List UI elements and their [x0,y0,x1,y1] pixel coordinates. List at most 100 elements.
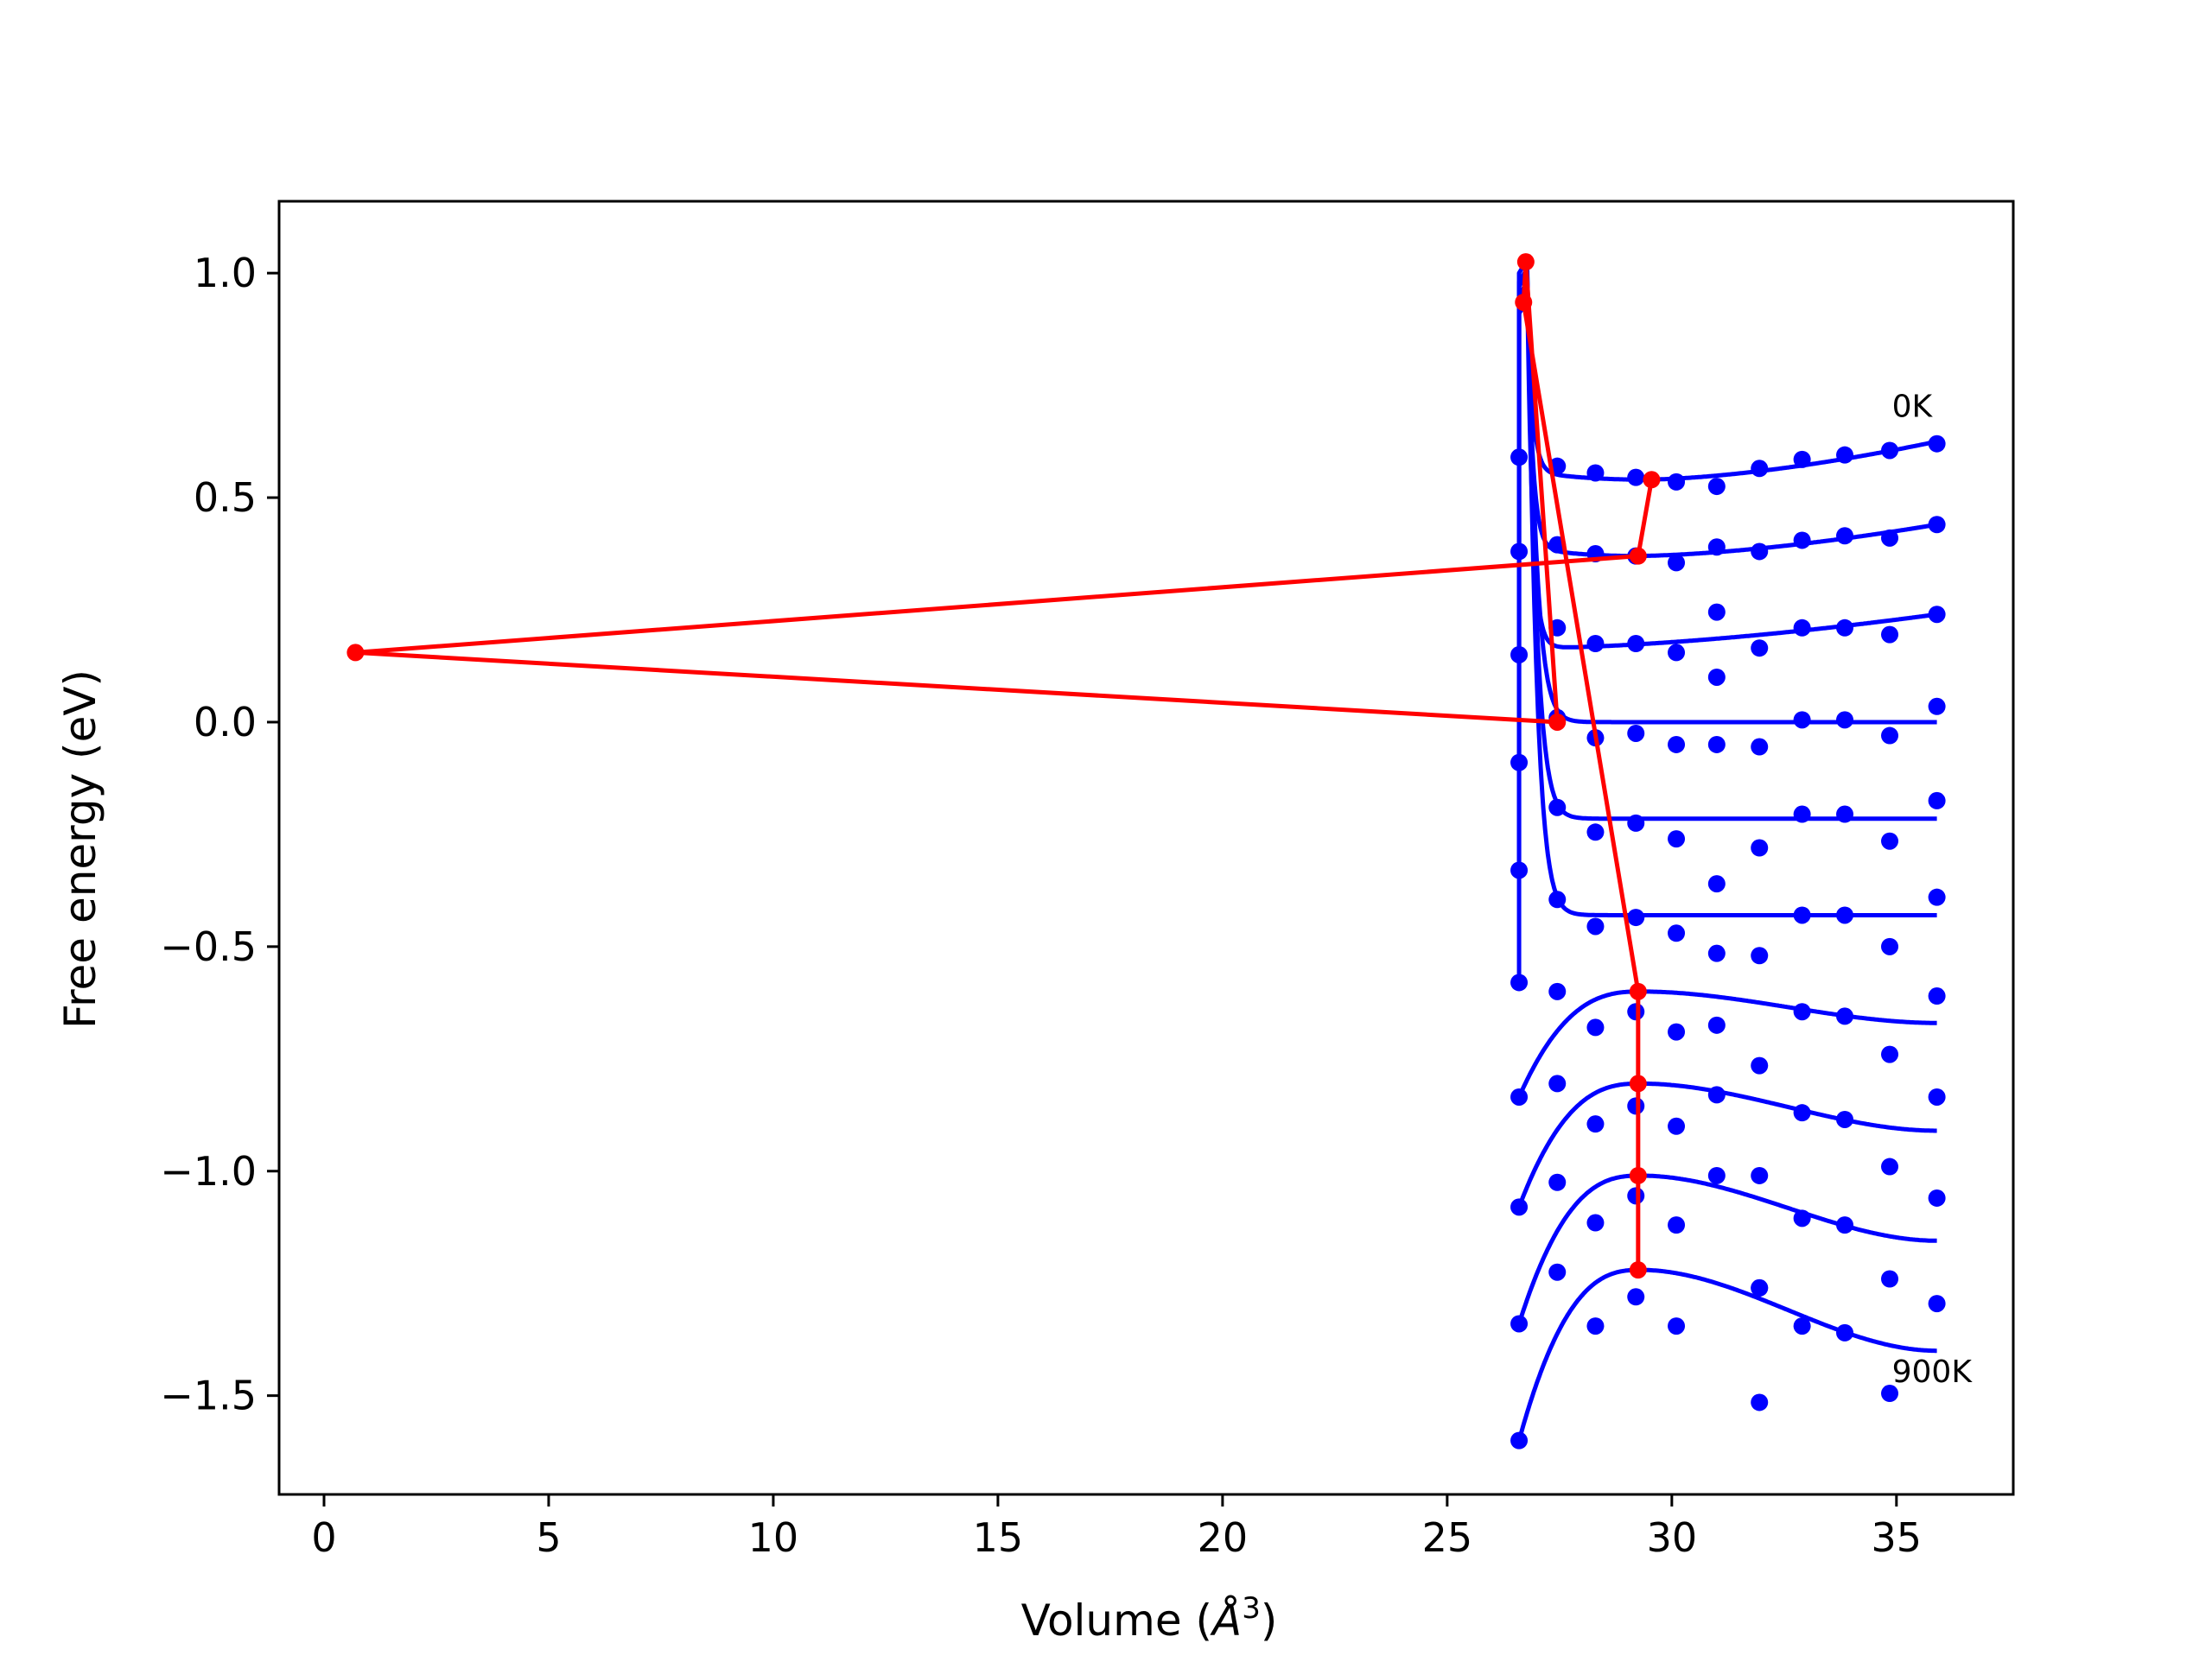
data-point-8-9 [1881,1270,1899,1288]
data-point-1-10 [1928,516,1946,534]
data-point-0-4 [1668,473,1686,491]
data-point-4-0 [1510,861,1529,879]
data-point-3-3 [1627,724,1645,742]
data-point-2-3 [1627,634,1645,652]
data-point-5-0 [1510,974,1529,992]
y-tick-label-4: −1.0 [160,1148,257,1195]
data-point-1-9 [1881,529,1899,547]
data-point-3-5 [1707,735,1726,753]
data-point-2-9 [1881,625,1899,644]
fit-curve-7 [1516,1081,1938,1208]
x-tick-label-6: 30 [1647,1514,1698,1561]
x-tick-label-0: 0 [311,1514,336,1561]
data-point-4-3 [1627,814,1645,832]
data-point-7-2 [1586,1115,1605,1133]
x-tick-label-2: 10 [748,1514,799,1561]
data-point-3-7 [1793,711,1811,729]
data-point-1-8 [1836,527,1854,545]
data-point-8-3 [1627,1187,1645,1205]
plot-frame [277,200,2015,1496]
minima-point-6 [1629,982,1647,1000]
data-point-8-0 [1510,1315,1529,1333]
x-tick-label-4: 20 [1198,1514,1249,1561]
data-point-2-10 [1928,606,1946,624]
data-point-5-6 [1751,947,1769,965]
data-point-4-10 [1928,791,1946,809]
data-point-9-10 [1928,1295,1946,1313]
data-point-7-8 [1836,1110,1854,1128]
data-point-4-8 [1836,805,1854,823]
data-point-2-7 [1793,618,1811,637]
minima-point-7 [1629,1075,1647,1093]
annotation-0k: 0K [1892,390,1934,425]
fit-curve-5 [1516,262,1939,983]
data-point-6-3 [1627,1003,1645,1021]
data-point-9-3 [1627,1288,1645,1306]
data-point-5-10 [1928,888,1946,906]
data-point-5-8 [1836,906,1854,924]
data-point-3-9 [1881,726,1899,745]
data-point-4-7 [1793,805,1811,823]
data-point-5-7 [1793,906,1811,924]
data-point-0-5 [1707,478,1726,496]
minima-point-8 [1629,1166,1647,1184]
data-point-7-3 [1627,1097,1645,1115]
data-point-4-4 [1668,830,1686,848]
data-point-8-2 [1586,1214,1605,1232]
data-point-1-5 [1707,538,1726,556]
x-axis-label: Volume (Å3) [1021,1591,1278,1646]
data-point-6-2 [1586,1018,1605,1037]
data-point-6-4 [1668,1023,1686,1041]
data-point-6-6 [1751,1056,1769,1075]
data-point-9-6 [1751,1278,1769,1297]
minima-point-3 [1548,713,1567,731]
data-point-2-5 [1707,668,1726,686]
data-point-2-6 [1751,639,1769,657]
minima-point-4 [1516,253,1535,271]
fit-curve-9 [1516,1267,1938,1442]
data-point-4-2 [1586,823,1605,841]
data-point-3-4 [1668,735,1686,753]
minima-point-5 [1515,293,1533,311]
x-tick-label-3: 15 [973,1514,1024,1561]
data-point-5-4 [1668,924,1686,942]
data-point-7-9 [1881,1158,1899,1176]
y-tick-label-1: 0.5 [194,474,257,521]
y-tick-label-0: 1.0 [194,250,257,296]
y-tick-label-3: −0.5 [160,923,257,970]
data-point-4-1 [1548,798,1567,816]
data-point-9-8 [1836,1323,1854,1342]
minima-point-1 [1629,547,1647,565]
minima-line [353,259,1654,1271]
data-point-6-0 [1510,1088,1529,1106]
data-point-7-6 [1751,1166,1769,1184]
data-point-9-5 [1751,1393,1769,1411]
annotation-900k: 900K [1892,1354,1974,1390]
data-point-0-2 [1586,464,1605,482]
data-point-2-4 [1668,644,1686,662]
data-point-0-7 [1793,450,1811,468]
data-point-0-10 [1928,435,1946,453]
data-point-1-0 [1510,542,1529,561]
data-point-9-9 [1881,1385,1899,1403]
data-point-8-5 [1707,1166,1726,1184]
data-point-5-5 [1707,944,1726,962]
data-point-1-4 [1668,554,1686,572]
data-point-9-7 [1793,1317,1811,1335]
x-axis-ticks: 0 5 10 15 20 25 30 35 [311,1494,1922,1561]
data-point-1-6 [1751,542,1769,561]
data-point-8-10 [1928,1189,1946,1207]
data-point-7-7 [1793,1104,1811,1122]
data-point-0-0 [1510,448,1529,466]
y-tick-label-2: 0.0 [194,699,257,745]
data-point-6-5 [1707,1016,1726,1034]
data-point-1-7 [1793,531,1811,549]
data-point-3-8 [1836,711,1854,729]
data-point-6-10 [1928,987,1946,1005]
data-point-4-6 [1751,839,1769,857]
data-point-0-9 [1881,441,1899,460]
data-point-4-9 [1881,832,1899,850]
x-tick-label-1: 5 [536,1514,561,1561]
data-point-9-4 [1668,1317,1686,1335]
